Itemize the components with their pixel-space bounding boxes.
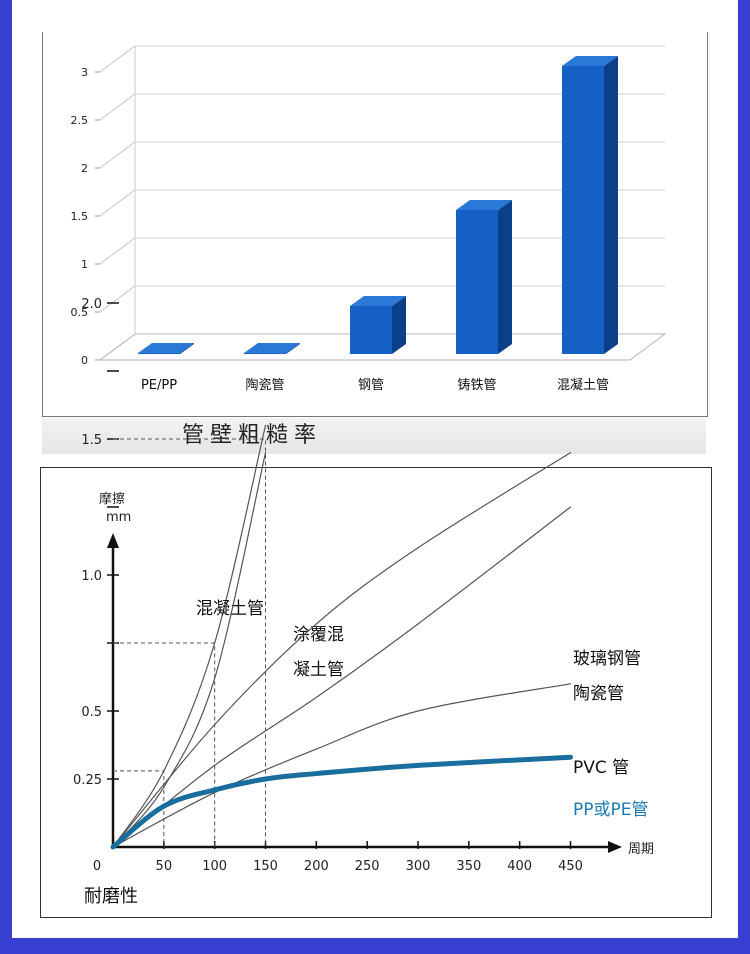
series-frp-label: 玻璃钢管 xyxy=(573,649,641,669)
x-tick-label: 350 xyxy=(456,859,481,874)
y-tick-label: 0.5 xyxy=(71,306,89,319)
x-tick-label: 450 xyxy=(558,859,583,874)
y-tick-label: 2.0 xyxy=(81,297,102,312)
x-tick-label: 300 xyxy=(406,859,431,874)
gridline-side xyxy=(99,93,136,121)
bar-front xyxy=(456,210,498,354)
gridline-side xyxy=(99,189,136,217)
bar-top xyxy=(244,343,300,354)
x-tick-label: 250 xyxy=(355,859,380,874)
chart-floor xyxy=(98,333,667,361)
series-concrete-label: 混凝土管 xyxy=(196,599,264,619)
gridline-side xyxy=(99,285,136,313)
x-tick-label: 0 xyxy=(93,859,101,874)
series-ceramic-label: 陶瓷管 xyxy=(573,684,624,704)
bar-front xyxy=(562,66,604,354)
y-tick-label: 2.5 xyxy=(71,114,89,127)
bar-front xyxy=(350,306,392,354)
y-tick-label: 0.25 xyxy=(73,773,102,788)
bar-side xyxy=(286,343,300,354)
bar-front xyxy=(138,353,180,355)
bar-side xyxy=(604,56,618,354)
x-tick-label: 50 xyxy=(156,859,173,874)
series-pp-pe-label: PP或PE管 xyxy=(573,800,649,820)
gridline-side xyxy=(99,141,136,169)
category-label: 混凝土管 xyxy=(557,377,609,393)
series-coated-concrete-label-line2: 凝土管 xyxy=(293,660,344,680)
bar-top xyxy=(456,200,512,210)
bar-front xyxy=(244,353,286,355)
roughness-caption-band xyxy=(42,418,706,454)
guide-line xyxy=(113,438,267,847)
series-pvc-line xyxy=(112,683,572,848)
series-ceramic-line xyxy=(112,506,572,848)
y-tick-label: 2 xyxy=(81,162,88,175)
bar-side xyxy=(392,296,406,354)
x-axis-arrow xyxy=(608,841,622,853)
series-coated-concrete-line xyxy=(112,452,267,848)
x-tick-label: 150 xyxy=(253,859,278,874)
y-axis-arrow xyxy=(107,533,119,548)
wear-chart-title: 耐磨性 xyxy=(84,886,138,907)
roughness-chart-title: 管壁粗糙率 xyxy=(181,423,322,448)
bar-top xyxy=(350,296,406,306)
wear-chart-frame xyxy=(40,467,712,918)
y-tick-label: 0.5 xyxy=(81,705,102,720)
y-tick-label: 0 xyxy=(81,354,88,367)
guide-line xyxy=(113,642,216,847)
series-pp-pe-line xyxy=(110,754,574,850)
x-tick-label: 400 xyxy=(507,859,532,874)
y-axis-label-line1: 摩擦 xyxy=(99,491,125,507)
y-tick-label: 1 xyxy=(81,258,88,271)
bar-top xyxy=(138,343,194,354)
series-pvc-label: PVC 管 xyxy=(573,758,629,778)
y-tick-label: 3 xyxy=(81,66,88,79)
category-label: 陶瓷管 xyxy=(245,377,284,393)
y-tick-label: 1.0 xyxy=(81,569,102,584)
y-axis-label-line2: mm xyxy=(106,510,131,525)
category-label: 铸铁管 xyxy=(457,377,496,393)
x-axis-label: 周期 xyxy=(628,842,654,857)
y-tick-label: 1.5 xyxy=(71,210,89,223)
category-label: 钢管 xyxy=(358,378,384,393)
series-concrete-line xyxy=(112,424,267,848)
category-label: PE/PP xyxy=(141,378,177,393)
bar-side xyxy=(498,200,512,354)
x-tick-label: 100 xyxy=(202,859,227,874)
bar-top xyxy=(562,56,618,66)
bar-side xyxy=(180,343,194,354)
series-frp-line xyxy=(112,452,572,848)
y-tick-label: 1.5 xyxy=(81,433,102,448)
series-coated-concrete-label-line1: 涂覆混 xyxy=(293,625,344,645)
x-tick-label: 200 xyxy=(304,859,329,874)
gridline-side xyxy=(99,45,136,73)
gridline-side xyxy=(99,237,136,265)
